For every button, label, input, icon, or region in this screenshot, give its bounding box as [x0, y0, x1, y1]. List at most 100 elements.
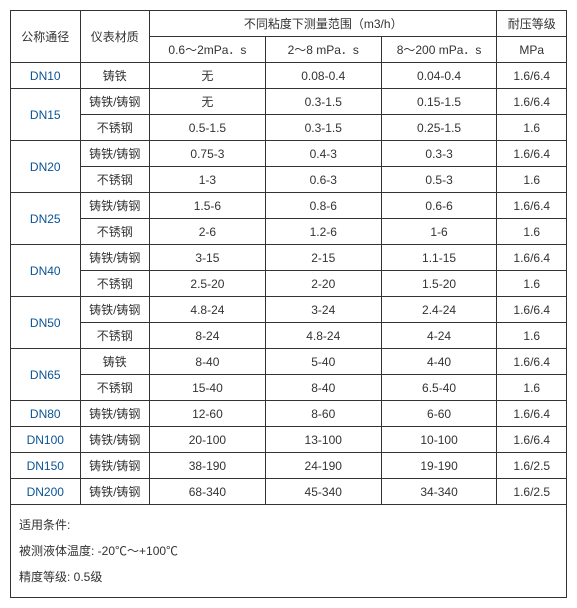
cell-range2: 2-20: [265, 271, 381, 297]
cell-pressure: 1.6: [497, 375, 567, 401]
table-row: DN150铸铁/铸钢38-19024-19019-1901.6/2.5: [11, 453, 567, 479]
table-row: DN200铸铁/铸钢68-34045-34034-3401.6/2.5: [11, 479, 567, 505]
cell-nominal: DN10: [11, 63, 81, 89]
cell-material: 铸铁/铸钢: [80, 297, 150, 323]
cell-material: 不锈钢: [80, 271, 150, 297]
cell-range1: 3-15: [150, 245, 266, 271]
cell-range3: 1.5-20: [381, 271, 497, 297]
notes-line3: 精度等级: 0.5级: [19, 565, 558, 589]
cell-pressure: 1.6: [497, 115, 567, 141]
cell-range3: 0.5-3: [381, 167, 497, 193]
cell-range2: 1.2-6: [265, 219, 381, 245]
cell-material: 铸铁/铸钢: [80, 193, 150, 219]
table-row: DN50铸铁/铸钢4.8-243-242.4-241.6/6.4: [11, 297, 567, 323]
cell-range2: 5-40: [265, 349, 381, 375]
table-row: 不锈钢2-61.2-61-61.6: [11, 219, 567, 245]
table-row: 不锈钢0.5-1.50.3-1.50.25-1.51.6: [11, 115, 567, 141]
cell-range1: 2-6: [150, 219, 266, 245]
table-row: DN10铸铁无0.08-0.40.04-0.41.6/6.4: [11, 63, 567, 89]
cell-range3: 0.25-1.5: [381, 115, 497, 141]
table-row: DN25铸铁/铸钢1.5-60.8-60.6-61.6/6.4: [11, 193, 567, 219]
cell-range2: 4.8-24: [265, 323, 381, 349]
table-row: DN40铸铁/铸钢3-152-151.1-151.6/6.4: [11, 245, 567, 271]
header-range1: 0.6～2mPa．s: [150, 37, 266, 63]
cell-pressure: 1.6: [497, 271, 567, 297]
cell-material: 铸铁/铸钢: [80, 245, 150, 271]
table-row: 不锈钢2.5-202-201.5-201.6: [11, 271, 567, 297]
cell-range1: 1-3: [150, 167, 266, 193]
table-row: DN80铸铁/铸钢12-608-606-601.6/6.4: [11, 401, 567, 427]
cell-range1: 无: [150, 89, 266, 115]
notes-section: 适用条件: 被测液体温度: -20℃～+100℃ 精度等级: 0.5级: [10, 505, 567, 598]
cell-range2: 2-15: [265, 245, 381, 271]
cell-material: 不锈钢: [80, 115, 150, 141]
cell-range1: 15-40: [150, 375, 266, 401]
header-material: 仪表材质: [80, 11, 150, 63]
spec-table: 公称通径 仪表材质 不同粘度下测量范围（m3/h） 耐压等级 0.6～2mPa．…: [10, 10, 567, 505]
cell-range3: 1-6: [381, 219, 497, 245]
cell-pressure: 1.6/6.4: [497, 297, 567, 323]
cell-pressure: 1.6/6.4: [497, 349, 567, 375]
cell-range3: 0.3-3: [381, 141, 497, 167]
cell-pressure: 1.6: [497, 167, 567, 193]
table-row: 不锈钢15-408-406.5-401.6: [11, 375, 567, 401]
cell-nominal: DN20: [11, 141, 81, 193]
cell-range2: 0.8-6: [265, 193, 381, 219]
cell-range2: 8-40: [265, 375, 381, 401]
header-range-group: 不同粘度下测量范围（m3/h）: [150, 11, 497, 37]
cell-nominal: DN40: [11, 245, 81, 297]
cell-nominal: DN80: [11, 401, 81, 427]
table-row: DN100铸铁/铸钢20-10013-10010-1001.6/6.4: [11, 427, 567, 453]
table-body: DN10铸铁无0.08-0.40.04-0.41.6/6.4DN15铸铁/铸钢无…: [11, 63, 567, 505]
cell-range1: 0.75-3: [150, 141, 266, 167]
cell-range3: 4-40: [381, 349, 497, 375]
cell-range1: 2.5-20: [150, 271, 266, 297]
cell-material: 铸铁/铸钢: [80, 401, 150, 427]
cell-range2: 13-100: [265, 427, 381, 453]
cell-range2: 0.6-3: [265, 167, 381, 193]
header-pressure-unit: MPa: [497, 37, 567, 63]
cell-pressure: 1.6: [497, 323, 567, 349]
cell-range3: 6.5-40: [381, 375, 497, 401]
cell-pressure: 1.6/6.4: [497, 63, 567, 89]
table-row: DN15铸铁/铸钢无0.3-1.50.15-1.51.6/6.4: [11, 89, 567, 115]
cell-nominal: DN15: [11, 89, 81, 141]
cell-material: 铸铁/铸钢: [80, 141, 150, 167]
cell-range3: 2.4-24: [381, 297, 497, 323]
cell-pressure: 1.6/6.4: [497, 193, 567, 219]
cell-range3: 0.6-6: [381, 193, 497, 219]
cell-material: 不锈钢: [80, 375, 150, 401]
cell-pressure: 1.6/6.4: [497, 245, 567, 271]
cell-material: 不锈钢: [80, 219, 150, 245]
cell-range2: 0.08-0.4: [265, 63, 381, 89]
cell-material: 铸铁: [80, 349, 150, 375]
cell-range3: 6-60: [381, 401, 497, 427]
cell-range1: 8-24: [150, 323, 266, 349]
cell-range2: 0.3-1.5: [265, 115, 381, 141]
cell-pressure: 1.6/2.5: [497, 479, 567, 505]
cell-nominal: DN65: [11, 349, 81, 401]
cell-range3: 0.15-1.5: [381, 89, 497, 115]
cell-range2: 3-24: [265, 297, 381, 323]
cell-range3: 10-100: [381, 427, 497, 453]
cell-pressure: 1.6/6.4: [497, 89, 567, 115]
cell-range1: 8-40: [150, 349, 266, 375]
cell-range1: 20-100: [150, 427, 266, 453]
header-range3: 8～200 mPa．s: [381, 37, 497, 63]
cell-range2: 45-340: [265, 479, 381, 505]
cell-nominal: DN25: [11, 193, 81, 245]
cell-range1: 68-340: [150, 479, 266, 505]
cell-nominal: DN50: [11, 297, 81, 349]
cell-material: 铸铁/铸钢: [80, 427, 150, 453]
header-range2: 2～8 mPa．s: [265, 37, 381, 63]
cell-material: 铸铁/铸钢: [80, 89, 150, 115]
cell-range3: 34-340: [381, 479, 497, 505]
cell-range1: 12-60: [150, 401, 266, 427]
cell-range3: 1.1-15: [381, 245, 497, 271]
cell-range2: 0.3-1.5: [265, 89, 381, 115]
cell-range1: 38-190: [150, 453, 266, 479]
cell-range2: 24-190: [265, 453, 381, 479]
cell-pressure: 1.6/6.4: [497, 141, 567, 167]
notes-line1: 适用条件:: [19, 513, 558, 537]
table-header: 公称通径 仪表材质 不同粘度下测量范围（m3/h） 耐压等级 0.6～2mPa．…: [11, 11, 567, 63]
